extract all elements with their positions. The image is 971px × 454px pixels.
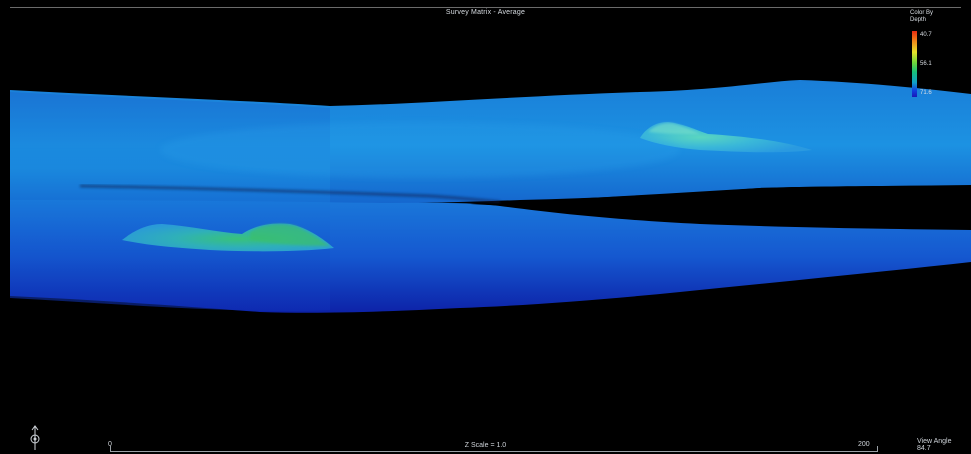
- sonar-artifact-seam: [79, 184, 501, 204]
- scale-bar-end-tick: [877, 446, 878, 452]
- legend-title: Color By Depth: [910, 10, 960, 24]
- legend-color-ramp: [912, 31, 917, 97]
- surface-highlight: [160, 122, 680, 178]
- legend-min-label: 71.6: [920, 90, 932, 96]
- scale-end-label: 200: [858, 441, 870, 448]
- legend-title-line1: Color By: [910, 10, 934, 16]
- depth-color-legend: Color By Depth 40.7 56.1 71.6: [906, 10, 966, 102]
- view-angle-value: 84.7: [917, 445, 931, 452]
- view-angle-label: View Angle: [917, 438, 952, 445]
- legend-max-label: 40.7: [920, 32, 932, 38]
- scale-bar-start-tick: [110, 446, 111, 452]
- data-gap: [470, 186, 971, 229]
- legend-title-line2: Depth: [910, 17, 927, 23]
- north-arrow-icon[interactable]: [28, 424, 42, 452]
- view-title: Survey Matrix - Average: [445, 9, 526, 16]
- mound-right-crest: [648, 122, 700, 134]
- scale-start-label: 0: [108, 441, 112, 448]
- horizontal-scale-bar: [110, 451, 878, 452]
- mound-left-crest: [250, 224, 330, 246]
- legend-mid-label: 56.1: [920, 61, 932, 67]
- seafloor-left-overlay: [10, 92, 330, 311]
- z-scale-label: Z Scale = 1.0: [464, 442, 507, 449]
- view-angle-readout: View Angle 84.7: [917, 438, 952, 452]
- top-divider: [10, 7, 961, 8]
